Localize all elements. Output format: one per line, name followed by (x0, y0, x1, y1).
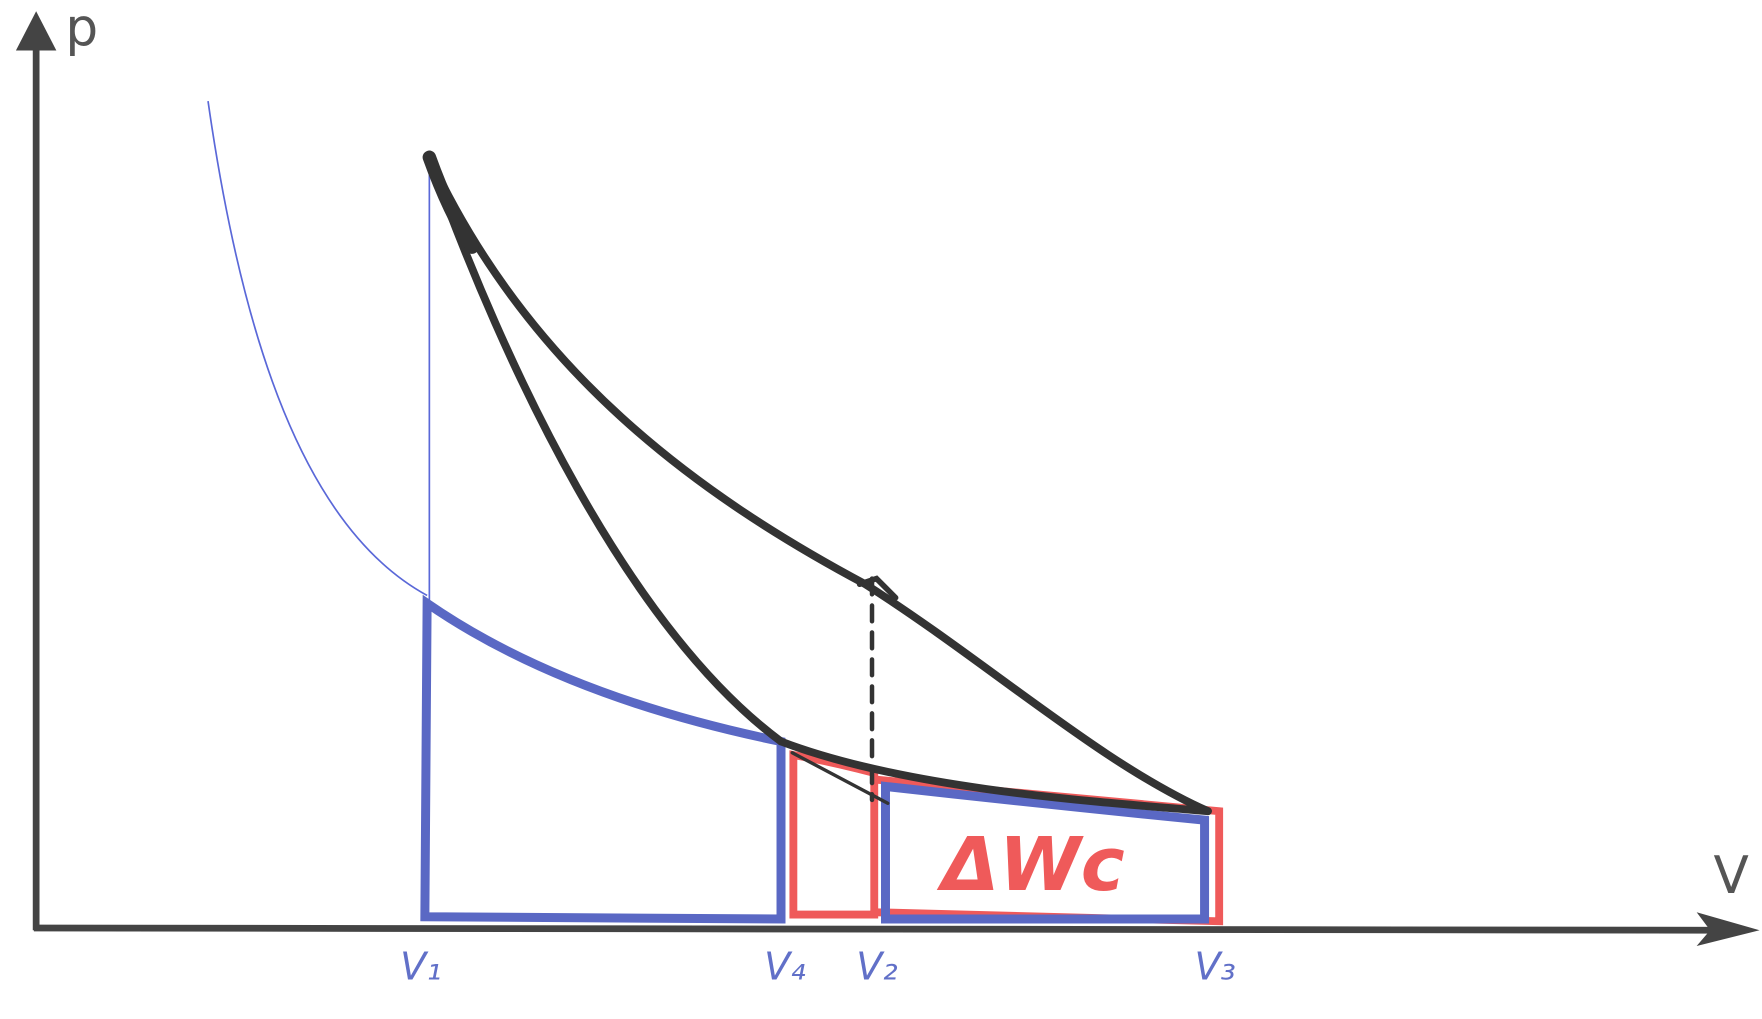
isotherm (207, 100, 428, 597)
blue-area-right (881, 781, 1210, 924)
tip (422, 150, 479, 254)
v4-label: V₄ (764, 946, 805, 990)
blue-area-left (420, 594, 786, 924)
upper-curve (425, 153, 1212, 816)
v1-label: V₁ (400, 946, 441, 990)
arrow-head (856, 575, 899, 601)
axes (15, 11, 1760, 946)
p-label: p (65, 0, 98, 58)
v-axis-arrow (1696, 912, 1760, 946)
v-label: V (1714, 846, 1749, 906)
volume-labels: V₁ V₄ V₂ V₃ (400, 946, 1236, 990)
crossing-line (790, 751, 890, 805)
p-axis-arrow (15, 11, 57, 51)
lower-curve (425, 153, 785, 746)
cycle (422, 150, 1212, 816)
v3-label: V₃ (1194, 946, 1235, 990)
red-area-left (789, 750, 879, 919)
v2-label: V₂ (856, 946, 897, 990)
v-axis (33, 924, 1725, 934)
bottom-curve (777, 737, 1212, 816)
work-annotation: ΔWc (937, 822, 1125, 908)
